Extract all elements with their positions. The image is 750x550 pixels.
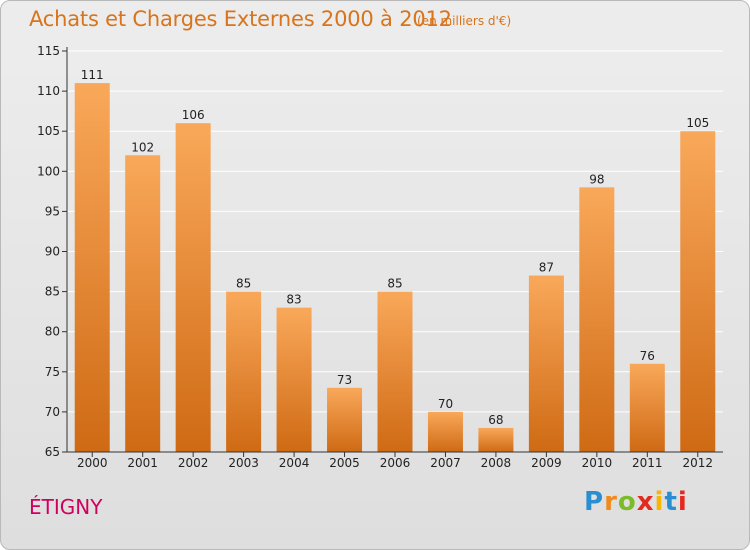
x-tick-label: 2009 xyxy=(531,456,562,470)
bar-2004 xyxy=(276,307,312,452)
x-tick-label: 2010 xyxy=(582,456,613,470)
logo-letter: x xyxy=(636,487,655,517)
logo-letter: P xyxy=(584,487,605,517)
x-tick-label: 2002 xyxy=(178,456,209,470)
bar-value-label: 85 xyxy=(236,277,251,291)
x-tick-label: 2004 xyxy=(279,456,310,470)
bar-value-label: 87 xyxy=(539,261,554,275)
chart-unit: (en milliers d'€) xyxy=(417,14,512,28)
y-tick-label: 85 xyxy=(45,285,60,299)
y-tick-label: 115 xyxy=(37,44,60,58)
bar-value-label: 102 xyxy=(131,140,154,154)
bar-2000 xyxy=(74,83,110,452)
bar-2006 xyxy=(377,291,413,452)
x-tick-label: 2001 xyxy=(127,456,158,470)
chart-title: Achats et Charges Externes 2000 à 2012 xyxy=(29,7,452,31)
y-tick-label: 95 xyxy=(45,204,60,218)
commune-name: ÉTIGNY xyxy=(29,495,103,519)
bar-2011 xyxy=(629,363,665,452)
y-tick-label: 110 xyxy=(37,84,60,98)
y-tick-label: 105 xyxy=(37,124,60,138)
y-tick-label: 75 xyxy=(45,365,60,379)
x-tick-label: 2007 xyxy=(430,456,461,470)
axes: 65 70 75 80 85 90 95 100 105 110 115 2000 2001 2002 20… xyxy=(37,44,723,470)
y-tick-label: 90 xyxy=(45,245,60,259)
bar-2002 xyxy=(175,123,211,453)
bar-value-label: 105 xyxy=(686,116,709,130)
bar-value-label: 106 xyxy=(182,108,205,122)
x-tick-label: 2006 xyxy=(380,456,411,470)
x-tick-label: 2012 xyxy=(682,456,713,470)
bar-2007 xyxy=(427,411,463,452)
bar-2005 xyxy=(327,387,363,452)
x-tick-label: 2011 xyxy=(632,456,663,470)
bar-value-label: 76 xyxy=(640,349,655,363)
bar-2012 xyxy=(680,131,716,452)
bar-value-label: 98 xyxy=(589,172,604,186)
bar-value-label: 111 xyxy=(81,68,104,82)
logo-letter: i xyxy=(654,487,665,517)
bar-2001 xyxy=(125,155,161,452)
bar-2010 xyxy=(579,187,615,452)
bar-value-label: 68 xyxy=(488,413,503,427)
bar-value-label: 83 xyxy=(286,293,301,307)
y-tick-label: 70 xyxy=(45,405,60,419)
x-tick-label: 2008 xyxy=(481,456,512,470)
proxiti-logo[interactable]: Proxiti xyxy=(584,487,688,517)
x-tick-label: 2005 xyxy=(329,456,360,470)
bar-value-label: 70 xyxy=(438,397,453,411)
x-tick-label: 2000 xyxy=(77,456,108,470)
bars: 111 102 106 85 83 73 85 70 68 87 98 76 105 xyxy=(74,68,716,453)
logo-letter: r xyxy=(604,487,618,517)
bar-value-label: 73 xyxy=(337,373,352,387)
y-tick-label: 80 xyxy=(45,325,60,339)
bar-2003 xyxy=(226,291,262,452)
logo-letter: o xyxy=(617,487,637,517)
logo-letter: i xyxy=(677,487,688,517)
bar-2008 xyxy=(478,427,514,452)
x-tick-label: 2003 xyxy=(228,456,259,470)
logo-letter: t xyxy=(664,487,678,517)
bar-value-label: 85 xyxy=(387,277,402,291)
bar-2009 xyxy=(528,275,564,452)
y-tick-label: 100 xyxy=(37,164,60,178)
y-tick-label: 65 xyxy=(45,445,60,459)
